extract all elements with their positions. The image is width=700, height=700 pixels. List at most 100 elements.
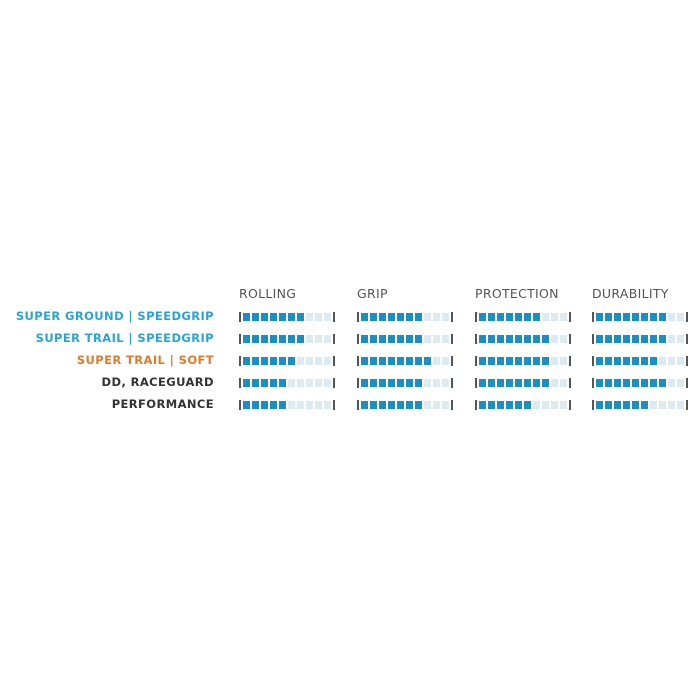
column-header: ROLLING bbox=[239, 286, 297, 301]
filled-segment bbox=[288, 312, 295, 321]
empty-segment bbox=[442, 334, 449, 343]
empty-segment bbox=[551, 400, 558, 409]
bar-start-cap bbox=[475, 355, 477, 366]
filled-segment bbox=[605, 378, 612, 387]
bar-start-cap bbox=[592, 311, 594, 322]
filled-segment bbox=[288, 334, 295, 343]
bar-end-cap bbox=[569, 377, 571, 388]
filled-segment bbox=[388, 400, 395, 409]
filled-segment bbox=[479, 378, 486, 387]
filled-segment bbox=[397, 356, 404, 365]
filled-segment bbox=[361, 312, 368, 321]
filled-segment bbox=[614, 356, 621, 365]
empty-segment bbox=[324, 356, 331, 365]
bar-start-cap bbox=[592, 399, 594, 410]
filled-segment bbox=[252, 356, 259, 365]
bar-start-cap bbox=[357, 333, 359, 344]
empty-segment bbox=[306, 400, 313, 409]
rating-bar bbox=[239, 333, 335, 344]
filled-segment bbox=[279, 356, 286, 365]
filled-segment bbox=[596, 400, 603, 409]
empty-segment bbox=[560, 378, 567, 387]
filled-segment bbox=[379, 312, 386, 321]
empty-segment bbox=[533, 400, 540, 409]
empty-segment bbox=[324, 378, 331, 387]
bar-end-cap bbox=[569, 311, 571, 322]
bar-end-cap bbox=[686, 377, 688, 388]
filled-segment bbox=[361, 378, 368, 387]
filled-segment bbox=[370, 400, 377, 409]
rating-bar bbox=[592, 333, 688, 344]
filled-segment bbox=[614, 334, 621, 343]
filled-segment bbox=[379, 378, 386, 387]
filled-segment bbox=[243, 378, 250, 387]
filled-segment bbox=[506, 378, 513, 387]
filled-segment bbox=[270, 312, 277, 321]
filled-segment bbox=[650, 312, 657, 321]
bar-start-cap bbox=[592, 377, 594, 388]
filled-segment bbox=[252, 400, 259, 409]
empty-segment bbox=[659, 400, 666, 409]
empty-segment bbox=[297, 356, 304, 365]
bar-end-cap bbox=[451, 355, 453, 366]
filled-segment bbox=[424, 356, 431, 365]
bar-end-cap bbox=[333, 399, 335, 410]
row-label: DD, RACEGUARD bbox=[101, 375, 214, 389]
filled-segment bbox=[506, 400, 513, 409]
filled-segment bbox=[370, 334, 377, 343]
filled-segment bbox=[406, 400, 413, 409]
filled-segment bbox=[370, 312, 377, 321]
empty-segment bbox=[551, 312, 558, 321]
column-header: DURABILITY bbox=[592, 286, 669, 301]
empty-segment bbox=[306, 334, 313, 343]
filled-segment bbox=[415, 312, 422, 321]
filled-segment bbox=[641, 334, 648, 343]
filled-segment bbox=[379, 400, 386, 409]
filled-segment bbox=[533, 356, 540, 365]
filled-segment bbox=[243, 400, 250, 409]
filled-segment bbox=[261, 400, 268, 409]
empty-segment bbox=[288, 400, 295, 409]
filled-segment bbox=[406, 378, 413, 387]
filled-segment bbox=[596, 378, 603, 387]
bar-start-cap bbox=[239, 399, 241, 410]
filled-segment bbox=[388, 334, 395, 343]
filled-segment bbox=[515, 312, 522, 321]
empty-segment bbox=[306, 378, 313, 387]
rating-bar bbox=[357, 311, 453, 322]
empty-segment bbox=[324, 312, 331, 321]
filled-segment bbox=[497, 356, 504, 365]
filled-segment bbox=[252, 378, 259, 387]
filled-segment bbox=[659, 312, 666, 321]
filled-segment bbox=[641, 312, 648, 321]
empty-segment bbox=[677, 400, 684, 409]
filled-segment bbox=[243, 312, 250, 321]
bar-end-cap bbox=[333, 377, 335, 388]
empty-segment bbox=[668, 312, 675, 321]
empty-segment bbox=[677, 356, 684, 365]
empty-segment bbox=[560, 312, 567, 321]
row-label: SUPER TRAIL | SPEEDGRIP bbox=[35, 331, 214, 345]
bar-start-cap bbox=[239, 311, 241, 322]
filled-segment bbox=[388, 356, 395, 365]
bar-start-cap bbox=[592, 355, 594, 366]
filled-segment bbox=[479, 312, 486, 321]
empty-segment bbox=[668, 400, 675, 409]
filled-segment bbox=[397, 400, 404, 409]
filled-segment bbox=[632, 378, 639, 387]
filled-segment bbox=[279, 312, 286, 321]
filled-segment bbox=[605, 356, 612, 365]
empty-segment bbox=[442, 400, 449, 409]
filled-segment bbox=[279, 400, 286, 409]
bar-start-cap bbox=[475, 377, 477, 388]
filled-segment bbox=[596, 312, 603, 321]
rating-bar bbox=[475, 399, 571, 410]
empty-segment bbox=[433, 334, 440, 343]
bar-start-cap bbox=[475, 399, 477, 410]
filled-segment bbox=[261, 334, 268, 343]
row-label: SUPER GROUND | SPEEDGRIP bbox=[15, 309, 214, 323]
filled-segment bbox=[388, 312, 395, 321]
filled-segment bbox=[261, 312, 268, 321]
bar-end-cap bbox=[451, 333, 453, 344]
filled-segment bbox=[614, 378, 621, 387]
